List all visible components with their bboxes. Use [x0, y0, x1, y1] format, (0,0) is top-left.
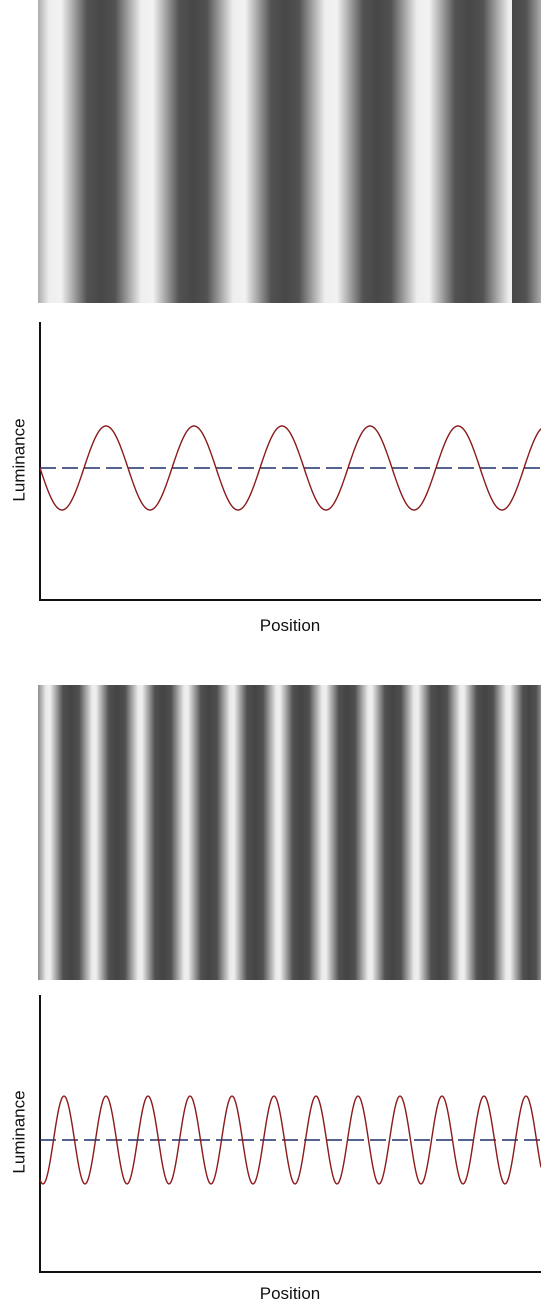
x-axis-label: Position [260, 1284, 320, 1303]
page: Luminance Position Luminance Position ((… [0, 0, 541, 1305]
plot: Luminance Position [9, 322, 541, 635]
y-axis-label: Luminance [9, 1090, 28, 1173]
x-axis-label: Position [260, 616, 320, 635]
y-axis-label: Luminance [9, 418, 28, 501]
plot: Luminance Position [9, 995, 541, 1303]
plots: Luminance Position Luminance Position [0, 0, 541, 1305]
axes [40, 322, 541, 600]
